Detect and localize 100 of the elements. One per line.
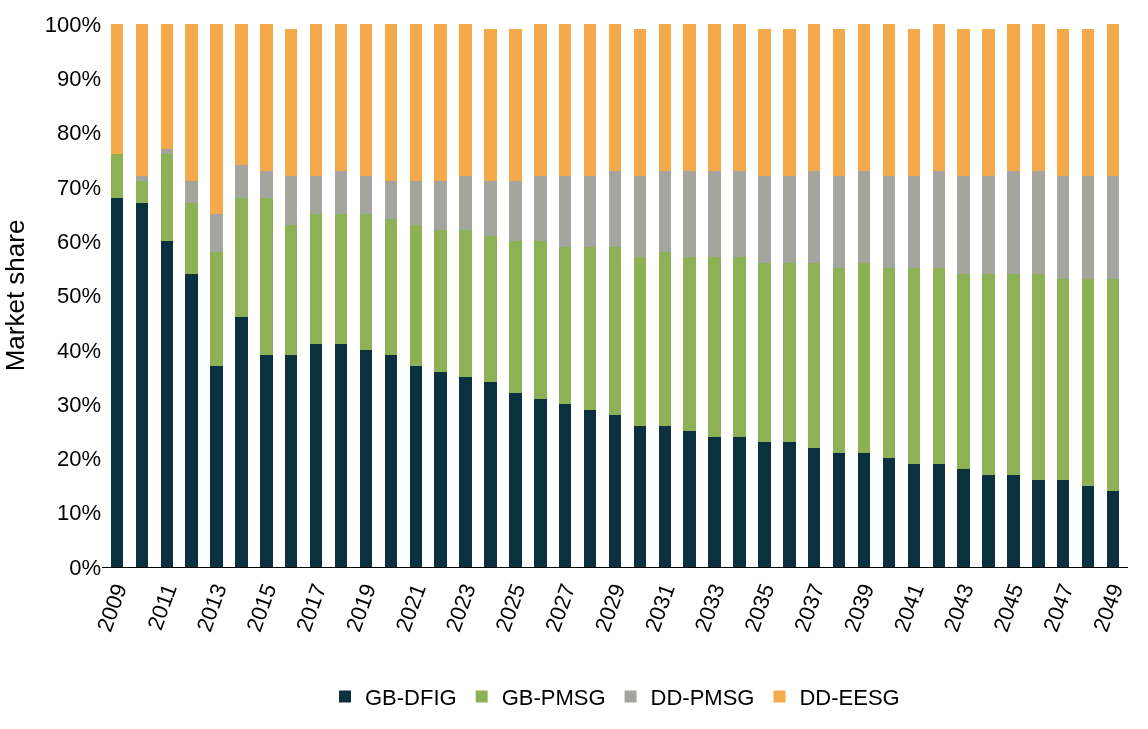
bar xyxy=(210,214,223,253)
y-tick-label: 60% xyxy=(56,228,101,254)
bar xyxy=(608,414,622,567)
bar xyxy=(484,29,497,182)
bar xyxy=(309,24,323,177)
bar xyxy=(110,197,124,567)
bar xyxy=(534,176,547,242)
bar xyxy=(1007,474,1020,567)
legend-label: GB-DFIG xyxy=(365,684,457,710)
bar xyxy=(608,170,622,247)
bar xyxy=(808,447,821,567)
bar xyxy=(509,29,522,182)
x-tick-label: 2019 xyxy=(340,580,382,635)
bar xyxy=(932,463,945,567)
bar xyxy=(509,181,522,242)
bar xyxy=(285,224,298,356)
bar xyxy=(1106,279,1120,491)
bar xyxy=(932,24,945,171)
bar xyxy=(235,197,248,318)
bar xyxy=(708,24,721,171)
y-tick-label: 10% xyxy=(56,500,101,526)
y-tick-label: 90% xyxy=(56,66,101,91)
bar xyxy=(658,170,672,253)
y-tick-label: 70% xyxy=(56,174,101,200)
bar xyxy=(932,268,945,464)
bar xyxy=(733,24,746,171)
bar xyxy=(857,170,871,263)
bar xyxy=(832,268,846,453)
bar xyxy=(384,355,398,567)
x-tick-label: 2031 xyxy=(639,580,680,635)
x-tick-label: 2015 xyxy=(241,580,282,635)
x-tick-label: 2021 xyxy=(390,580,431,635)
bar xyxy=(359,349,373,567)
bar xyxy=(658,24,672,171)
bar xyxy=(758,262,771,443)
bar xyxy=(434,181,447,231)
x-tick-label: 2013 xyxy=(191,580,232,635)
bar xyxy=(583,176,597,247)
bar xyxy=(135,203,149,567)
bar xyxy=(882,24,896,177)
bar xyxy=(957,176,970,274)
x-tick-label: 2025 xyxy=(490,580,531,635)
x-tick-label: 2035 xyxy=(739,580,780,635)
x-tick-label: 2045 xyxy=(988,580,1029,635)
y-tick-label: 80% xyxy=(56,120,101,146)
bar xyxy=(309,344,323,567)
x-tick-label: 2041 xyxy=(888,580,929,635)
bar xyxy=(285,176,298,225)
y-tick-label: 20% xyxy=(56,446,101,472)
bar xyxy=(583,24,597,177)
bar xyxy=(409,24,422,182)
bar xyxy=(1007,24,1020,171)
bar xyxy=(1057,176,1070,280)
bar xyxy=(185,273,198,567)
bar xyxy=(185,24,198,182)
bar xyxy=(808,262,821,448)
bar xyxy=(783,176,796,263)
bar xyxy=(459,176,472,231)
bar xyxy=(558,176,572,247)
bar xyxy=(957,273,970,470)
bar xyxy=(384,181,398,220)
bar xyxy=(434,371,447,567)
bar xyxy=(534,398,547,567)
bar xyxy=(110,24,124,155)
bar xyxy=(1057,279,1070,481)
bar xyxy=(832,452,846,567)
y-tick-label: 50% xyxy=(56,283,101,309)
x-tick-label: 2049 xyxy=(1087,580,1129,635)
bar xyxy=(683,170,696,258)
bar xyxy=(608,246,622,415)
y-tick-label: 40% xyxy=(56,337,101,363)
x-tick-label: 2029 xyxy=(589,580,631,635)
bar xyxy=(484,181,497,236)
bar xyxy=(857,262,871,453)
bar xyxy=(633,29,647,177)
bar xyxy=(1106,176,1120,280)
bar xyxy=(309,214,323,345)
bar xyxy=(733,257,746,437)
bar xyxy=(509,241,522,394)
bar xyxy=(633,425,647,567)
bar xyxy=(434,24,447,182)
legend-label: DD-EESG xyxy=(799,684,900,710)
bar xyxy=(783,262,796,443)
bar xyxy=(982,273,995,475)
x-tick-label: 2033 xyxy=(689,580,730,635)
bar xyxy=(135,181,149,204)
bar xyxy=(608,24,622,171)
bar xyxy=(260,170,273,198)
x-tick-label: 2039 xyxy=(838,580,880,635)
bar xyxy=(982,176,995,274)
bar xyxy=(1081,279,1095,486)
bar xyxy=(1032,170,1045,274)
bar xyxy=(334,214,348,345)
bar xyxy=(583,409,597,567)
bar xyxy=(907,176,921,269)
bar xyxy=(907,268,921,464)
bar xyxy=(1081,485,1095,567)
bar xyxy=(334,24,348,171)
y-tick-label: 0% xyxy=(69,554,101,580)
legend-label: GB-PMSG xyxy=(501,684,606,710)
